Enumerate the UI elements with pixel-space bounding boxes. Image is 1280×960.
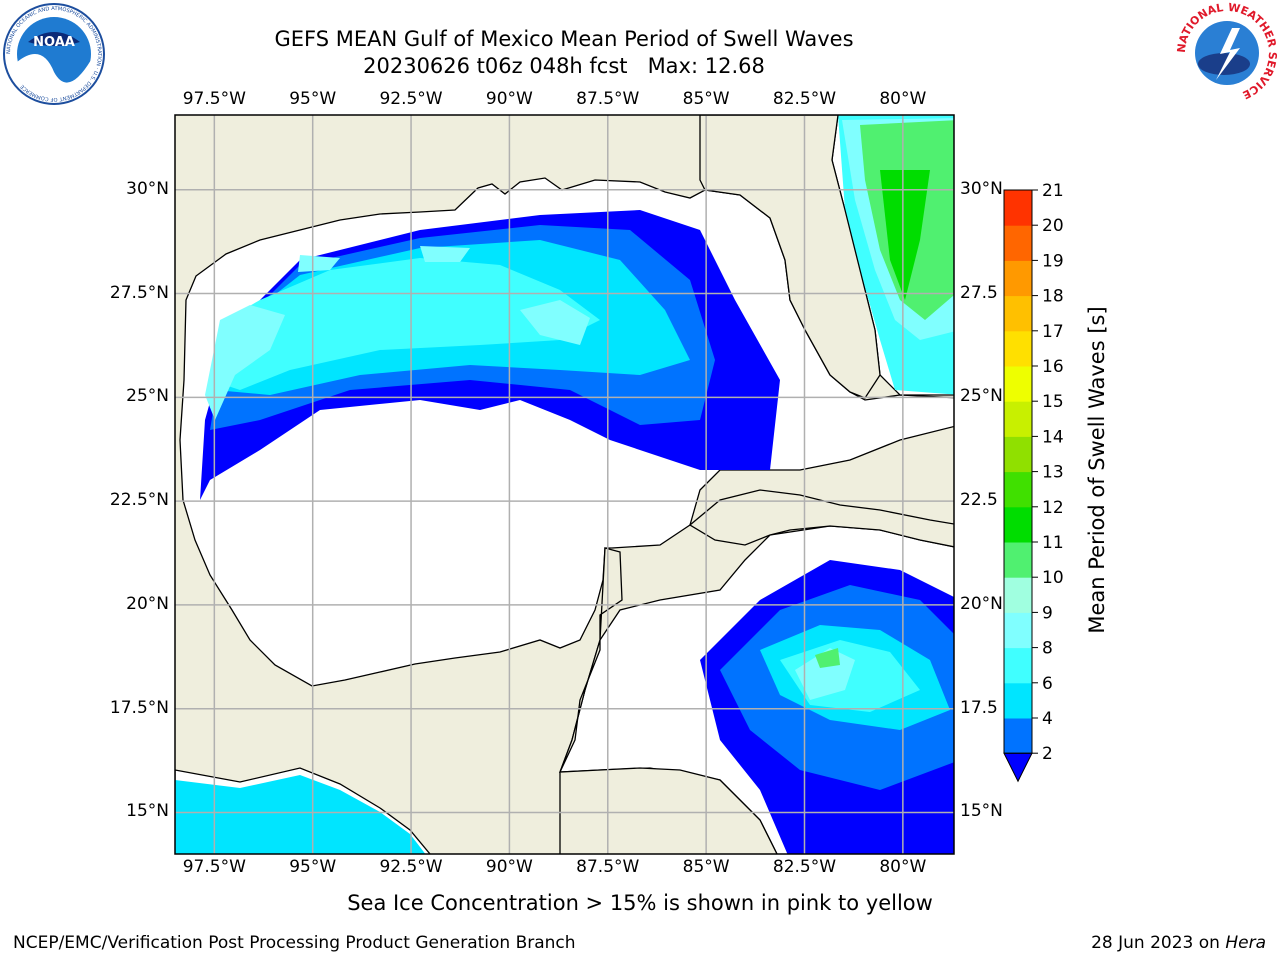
lat-label-right: 20°N — [960, 593, 1003, 614]
band-9-10-west — [205, 305, 285, 420]
lat-label-right: 27.5 — [960, 282, 998, 303]
lon-label-top: 82.5°W — [772, 89, 837, 109]
map-frame — [174, 114, 955, 855]
colorbar-tick-label: 11 — [1042, 533, 1064, 553]
lat-label-left: 20°N — [126, 593, 169, 614]
footer-machine: Hera — [1225, 933, 1266, 953]
colorbar-extend-arrow — [1003, 752, 1033, 783]
footer-right: 28 Jun 2023 on Hera — [1091, 933, 1266, 953]
lon-label-bottom: 97.5°W — [182, 857, 246, 877]
carib-band-10-11 — [815, 648, 840, 668]
colorbar-tick-label: 16 — [1042, 357, 1064, 377]
plot-title: GEFS MEAN Gulf of Mexico Mean Period of … — [274, 27, 854, 51]
colorbar-segment — [1004, 190, 1032, 226]
florida-land — [699, 115, 881, 399]
colorbar-segment — [1004, 295, 1032, 332]
lat-label-left: 15°N — [126, 801, 169, 822]
colorbar-segment — [1004, 612, 1032, 649]
colorbar-tick-label: 14 — [1042, 427, 1064, 447]
colorbar-segment — [1004, 471, 1032, 508]
noaa-logo-icon: NATIONAL OCEANIC AND ATMOSPHERIC ADMINIS… — [3, 3, 105, 105]
colorbar-segment — [1004, 647, 1032, 684]
colorbar-segment — [1004, 542, 1032, 578]
lon-label-bottom: 87.5°W — [576, 857, 640, 877]
lat-label-left: 27.5°N — [109, 282, 169, 303]
colorbar-tick-label: 4 — [1042, 709, 1053, 729]
colorbar-tick-label: 20 — [1042, 216, 1064, 236]
lon-label-top: 85°W — [682, 89, 730, 109]
colorbar-tick-label: 8 — [1042, 639, 1053, 659]
swell-bands — [175, 115, 954, 854]
lon-label-top: 90°W — [485, 89, 533, 109]
lon-label-top: 87.5°W — [576, 89, 640, 109]
band-8-9 — [210, 258, 600, 390]
band-9-10-center — [520, 300, 590, 345]
colorbar-tick-label: 9 — [1042, 603, 1053, 623]
colorbar-tick-label: 21 — [1042, 181, 1064, 201]
colorbar-tick-label: 19 — [1042, 251, 1064, 271]
colorbar-segment — [1004, 366, 1032, 402]
atl-band-11-12 — [880, 170, 930, 300]
lon-label-bottom: 80°W — [879, 857, 927, 877]
lat-label-left: 25°N — [126, 386, 169, 407]
lon-label-bottom: 82.5°W — [772, 857, 837, 877]
colorbar-segment — [1004, 436, 1032, 473]
nws-logo-icon: NATIONAL WEATHER SERVICE — [1176, 2, 1278, 102]
colorbar-segment — [1004, 260, 1032, 297]
band-9-10-north — [298, 246, 470, 272]
lon-label-top: 95°W — [289, 89, 337, 109]
max-value: Max: 12.68 — [647, 54, 765, 78]
colorbar-segment — [1004, 577, 1032, 613]
sea-ice-note: Sea Ice Concentration > 15% is shown in … — [347, 891, 933, 915]
carib-band-9-10 — [795, 648, 855, 700]
noaa-logo-text: NOAA — [33, 35, 75, 50]
colorbar-tick-label: 6 — [1042, 674, 1053, 694]
lat-label-right: 22.5 — [960, 490, 998, 511]
lat-label-left: 22.5°N — [109, 490, 169, 511]
lon-label-top: 97.5°W — [182, 89, 246, 109]
plot-subtitle: 20230626 t06z 048h fcst Max: 12.68 — [0, 54, 1128, 78]
colorbar-tick-label: 12 — [1042, 498, 1064, 518]
lat-label-left: 30°N — [126, 178, 169, 199]
lat-lon-grid — [175, 115, 954, 854]
colorbar-tick-label: 10 — [1042, 568, 1064, 588]
colorbar-tick-label: 13 — [1042, 463, 1064, 483]
pac-band-6-8 — [175, 775, 426, 854]
colorbar-tick-label: 2 — [1042, 744, 1053, 764]
colorbar-segment — [1004, 718, 1032, 754]
lon-label-bottom: 85°W — [682, 857, 730, 877]
lon-label-bottom: 90°W — [485, 857, 533, 877]
colorbar: 2 4 6 8 9 10 11 12 13 14 15 16 17 18 19 20 21 — [1003, 181, 1064, 783]
colorbar-segment — [1004, 401, 1032, 437]
lat-label-right: 17.5 — [960, 697, 998, 718]
footer-date: 28 Jun 2023 on — [1091, 933, 1226, 953]
colorbar-tick-label: 15 — [1042, 392, 1064, 412]
colorbar-tick-label: 17 — [1042, 322, 1064, 342]
lat-label-left: 17.5°N — [109, 697, 169, 718]
colorbar-segment — [1004, 330, 1032, 367]
colorbar-segment — [1004, 225, 1032, 261]
lon-label-bottom: 95°W — [289, 857, 337, 877]
lat-label-right: 15°N — [960, 801, 1003, 822]
lat-label-right: 25°N — [960, 386, 1003, 407]
cuba-land — [688, 489, 954, 548]
colorbar-segment — [1004, 506, 1032, 543]
lon-label-top: 80°W — [879, 89, 927, 109]
map-field — [175, 115, 954, 854]
colorbar-title: Mean Period of Swell Waves [s] — [1085, 306, 1109, 634]
lat-label-right: 30°N — [960, 178, 1003, 199]
colorbar-segment — [1004, 682, 1032, 719]
lon-label-top: 92.5°W — [379, 89, 443, 109]
run-info: 20230626 t06z 048h fcst — [363, 54, 628, 78]
lon-label-bottom: 92.5°W — [379, 857, 443, 877]
footer-left: NCEP/EMC/Verification Post Processing Pr… — [13, 933, 576, 953]
yucatan-land — [559, 547, 778, 854]
colorbar-tick-label: 18 — [1042, 287, 1064, 307]
